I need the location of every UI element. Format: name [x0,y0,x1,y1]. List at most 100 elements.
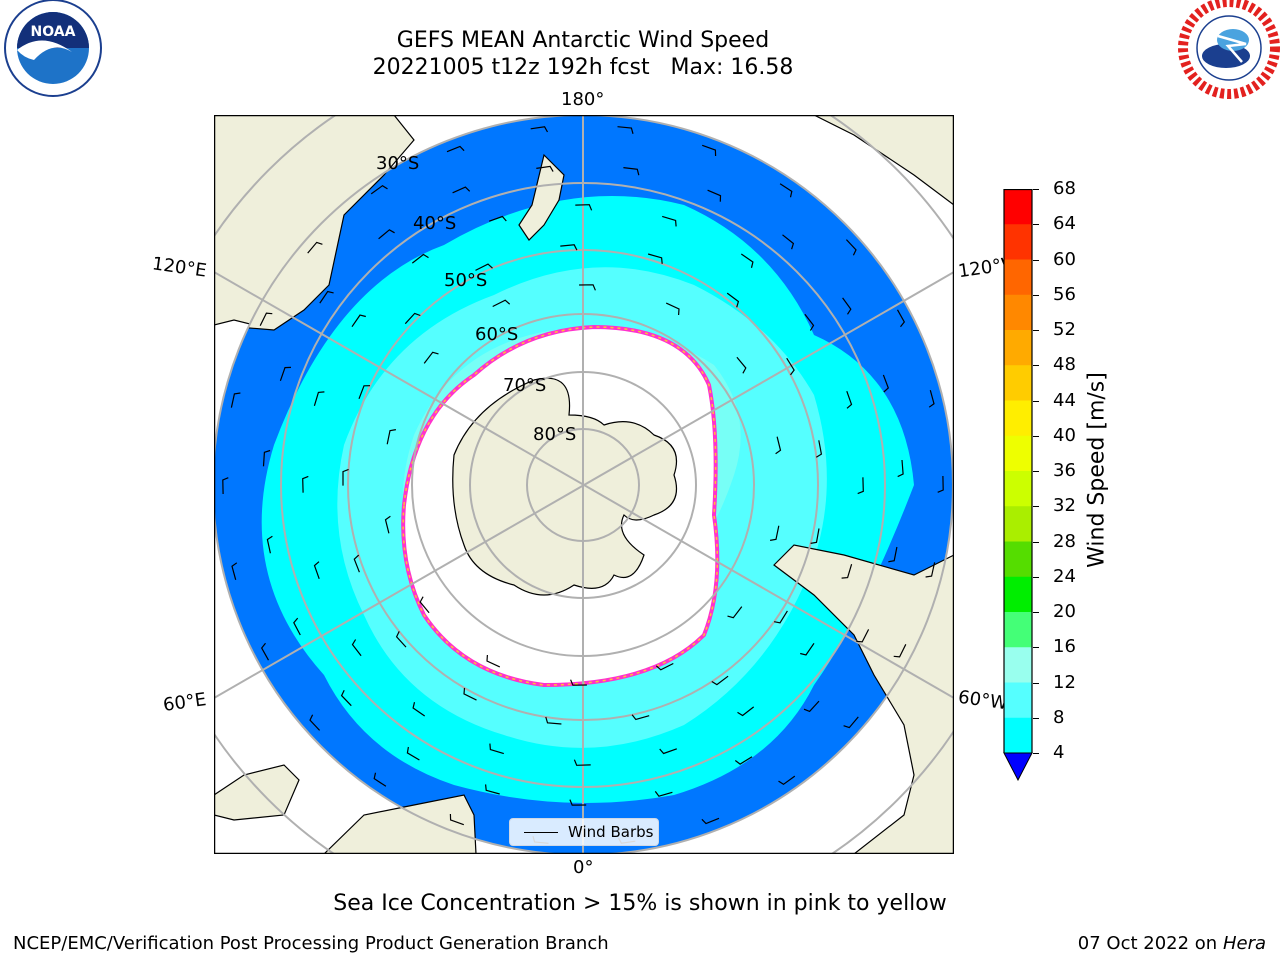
lat-label-80s: 80°S [533,424,577,445]
wind-barb [778,775,796,786]
wind-barb [570,679,587,686]
colorbar-cell [1004,189,1032,225]
wind-barb [925,562,936,578]
colorbar [1003,188,1033,782]
madagascar-land [214,764,300,821]
colorbar-tick-label: 32 [1053,495,1076,517]
colorbar-tick-mark [1033,541,1039,543]
wind-barb [351,314,366,328]
wind-barb [737,706,755,717]
wind-barb [928,390,935,408]
wind-barb [662,215,677,227]
colorbar-tick-label: 12 [1053,671,1076,693]
wind-barb [395,631,407,648]
wind-barb [665,302,680,316]
colorbar-tick-mark [1033,330,1039,331]
sea-ice-caption: Sea Ice Concentration > 15% is shown in … [333,891,947,916]
wind-barb [530,126,549,133]
colorbar-label: Wind Speed [m/s] [1084,372,1110,568]
lat-label-40s: 40°S [413,213,457,234]
wind-barb [489,743,504,755]
map-panel [137,39,1029,931]
wind-barb [449,813,465,826]
map-title-line2: 20221005 t12z 192h fcst Max: 16.58 [372,55,794,80]
colorbar-tick-mark [1033,189,1039,190]
colorbar-cell [1004,224,1032,260]
wind-barb [313,391,325,406]
wind-barb [842,297,852,315]
wind-barb [654,791,673,797]
nws-logo-icon [1178,0,1280,100]
wind-barb [463,687,477,701]
colorbar-cell [1004,647,1032,683]
colorbar-tick-mark [1033,647,1039,649]
wind-barb [412,702,426,717]
wind-barb [701,817,720,825]
wind-barb [262,449,271,467]
lat-label-50s: 50°S [444,270,488,291]
wind-barb [313,561,320,580]
antarctica-land [452,377,678,596]
noaa-logo-icon: NOAA [2,0,104,100]
colorbar-cell [1004,435,1032,472]
wind-barb [845,239,857,256]
wind-barb [340,689,352,707]
wind-barb [631,714,650,721]
wind-barb [358,385,371,400]
colorbar-tick-label: 52 [1053,319,1076,340]
colorbar-tick-mark [1033,435,1039,437]
colorbar-tick-mark [1033,682,1039,684]
colorbar-tick-label: 56 [1053,283,1076,305]
wind-barb [659,748,678,755]
colorbar-tick-label: 20 [1053,601,1076,622]
map-title-line1: GEFS MEAN Antarctic Wind Speed [396,28,770,53]
colorbar-tick-label: 44 [1053,389,1076,411]
colorbar-tick-label: 60 [1053,248,1076,270]
colorbar-cell [1004,330,1032,366]
wind-barb [279,366,292,381]
wind-barb [740,253,754,268]
wind-barb [701,144,717,157]
wind-barb [309,714,321,731]
colorbar-tick-label: 48 [1053,354,1076,376]
lon-label-60e: 60°E [161,689,208,716]
wind-barb [302,475,309,493]
colorbar-tick-label: 24 [1053,565,1076,587]
colorbar-cell [1004,541,1032,578]
wind-barb [423,351,439,364]
colorbar-extend-arrow [1003,752,1033,782]
wind-barb [386,429,397,445]
wind-barb [711,675,729,686]
wind-barb [773,610,788,624]
colorbar-cell [1004,471,1032,507]
legend-label: Wind Barbs [568,823,654,841]
wind-barb [373,772,387,787]
lon-label-60w: 60°W [956,686,1009,715]
colorbar-tick-label: 68 [1053,178,1076,199]
wind-barb [782,234,795,250]
wind-barb [293,617,301,636]
wind-barb [370,184,388,195]
wind-barb [775,436,782,455]
lon-label-0: 0° [573,857,594,878]
wind-barb [617,126,634,134]
wind-barb [736,356,747,374]
wind-barb [846,390,853,409]
wind-barb [575,204,593,211]
wind-barb [655,662,674,671]
wind-barb [647,253,663,264]
wind-barb [406,746,420,761]
colorbar-cell [1004,612,1032,648]
colorbar-tick-mark [1033,365,1039,367]
wind-barb [734,756,753,765]
colorbar-tick-label: 40 [1053,424,1076,446]
colorbar-cell [1004,506,1032,542]
colorbar-tick-label: 36 [1053,460,1076,481]
wind-barb [800,642,815,656]
wind-barb [841,564,853,579]
wind-barb [492,299,511,308]
footer-machine: Hera [1222,933,1266,954]
wind-barb [351,639,362,657]
wind-barb [259,312,273,326]
pacific-land [813,115,954,206]
